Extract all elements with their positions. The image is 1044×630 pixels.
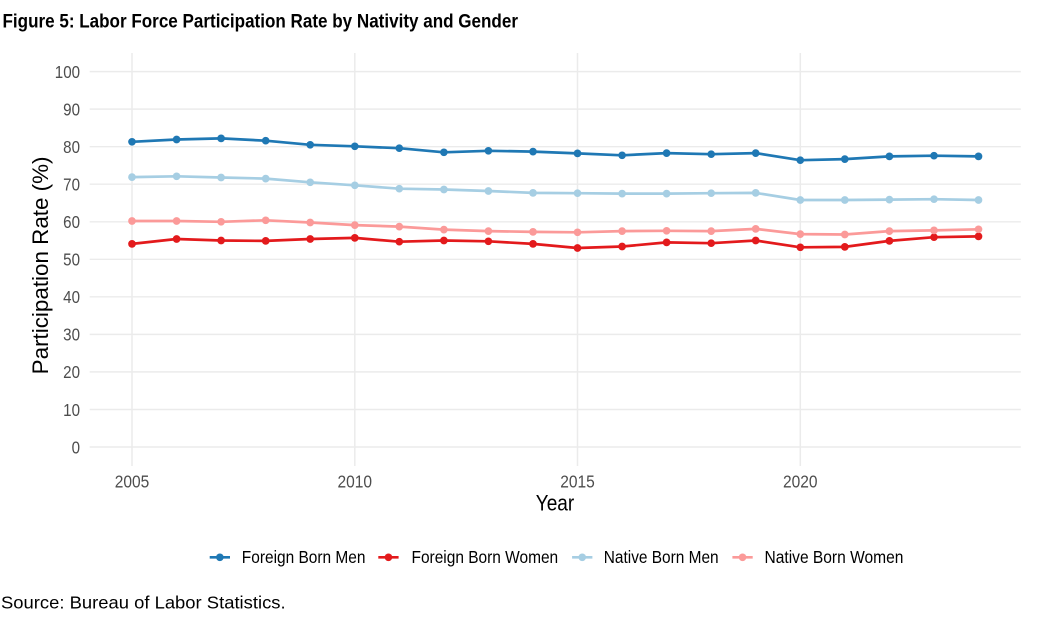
svg-text:2005: 2005 (115, 471, 150, 491)
svg-text:40: 40 (63, 287, 80, 308)
svg-text:2020: 2020 (783, 471, 818, 491)
svg-text:Native Born Women: Native Born Women (765, 547, 904, 567)
svg-text:50: 50 (63, 249, 80, 270)
svg-text:2015: 2015 (560, 471, 595, 491)
svg-text:20: 20 (63, 362, 80, 383)
svg-text:2010: 2010 (338, 471, 373, 491)
svg-text:10: 10 (63, 400, 80, 421)
svg-text:0: 0 (72, 437, 80, 458)
svg-text:80: 80 (63, 137, 80, 158)
svg-text:Source: Bureau of Labor Statis: Source: Bureau of Labor Statistics. (1, 593, 286, 613)
svg-text:Figure 5: Labor Force Particip: Figure 5: Labor Force Participation Rate… (3, 11, 518, 32)
svg-text:90: 90 (63, 99, 80, 120)
svg-text:Foreign Born Women: Foreign Born Women (412, 547, 559, 567)
svg-text:70: 70 (63, 174, 80, 195)
svg-text:30: 30 (63, 324, 80, 345)
svg-text:100: 100 (55, 62, 80, 83)
svg-text:Year: Year (536, 491, 575, 516)
svg-text:Participation Rate (%): Participation Rate (%) (28, 156, 53, 374)
svg-text:Foreign Born Men: Foreign Born Men (242, 547, 366, 567)
svg-text:Native Born Men: Native Born Men (604, 547, 719, 567)
svg-text:60: 60 (63, 212, 80, 233)
